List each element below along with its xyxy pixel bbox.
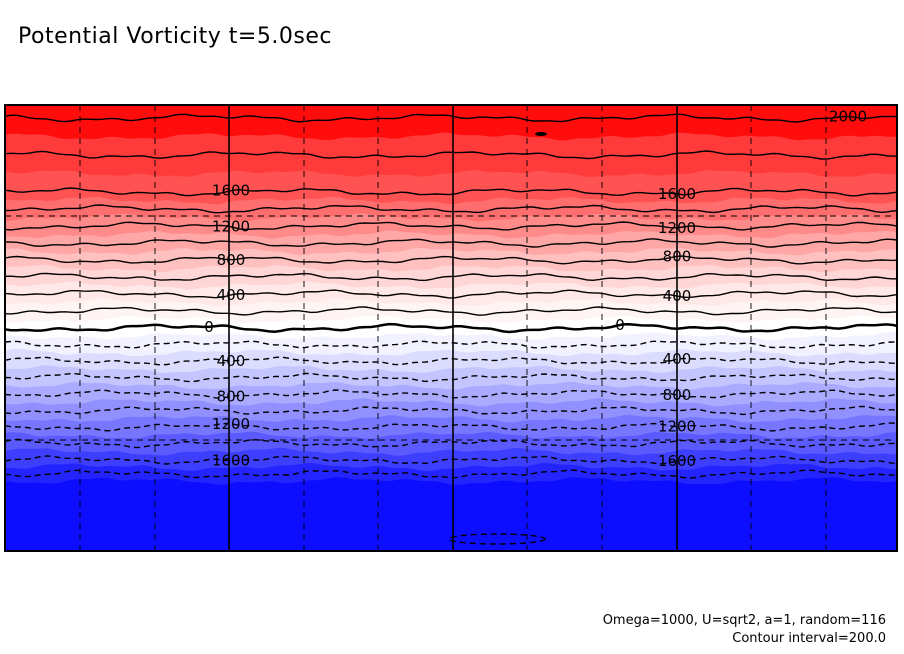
- contour-line--400: [4, 356, 898, 366]
- contour-line-1200: [4, 221, 898, 231]
- contour-line-400: [4, 289, 898, 299]
- contour-line-200: [4, 306, 898, 316]
- band--2000: [5, 477, 897, 551]
- footer-interval: Contour interval=200.0: [732, 631, 886, 646]
- contour-label: 800: [217, 387, 246, 405]
- contour-label: 400: [217, 286, 246, 304]
- contour-line--1400: [4, 438, 898, 449]
- chart-title: Potential Vorticity t=5.0sec: [18, 24, 332, 49]
- contour-line-1400: [4, 204, 898, 214]
- contour-label: 400: [217, 352, 246, 370]
- contour-line-600: [4, 272, 898, 282]
- contour-line-1800: [4, 150, 898, 160]
- color-bands: [5, 105, 897, 551]
- plot-frame: [4, 104, 898, 552]
- contour-label: 1600: [658, 185, 696, 203]
- contour-line--1000: [4, 405, 898, 416]
- contour-label: 1200: [212, 415, 250, 433]
- contour-label: 1200: [212, 218, 250, 236]
- contour-line-2000: [4, 113, 898, 123]
- contour-label: 1200: [658, 418, 696, 436]
- contour-line--1600: [4, 455, 898, 465]
- contour-label: 1600: [658, 452, 696, 470]
- contour-line--200: [4, 340, 898, 349]
- contour-label: 400: [663, 350, 692, 368]
- contour-lines: [4, 113, 898, 545]
- contour-label: 1600: [212, 182, 250, 200]
- contour-line-800: [4, 255, 898, 265]
- contour-label: 800: [663, 386, 692, 404]
- contour-label: 400: [663, 287, 692, 305]
- contour-line-1600: [4, 187, 898, 197]
- contour-line--1800: [4, 469, 898, 479]
- contour-label: 1600: [212, 452, 250, 470]
- contour-line--800: [4, 389, 898, 399]
- contour-line--600: [4, 372, 898, 383]
- contour-label: 800: [663, 247, 692, 265]
- contour-label: 0: [204, 318, 214, 336]
- contour-label: 0: [615, 316, 625, 334]
- grid-lines: [5, 105, 897, 551]
- contour-line--1200: [4, 422, 898, 432]
- contour-line-1000: [4, 238, 898, 248]
- contour-label: 2000: [829, 107, 867, 125]
- contour-label: 800: [217, 251, 246, 269]
- contour-closed-low: [448, 533, 546, 545]
- footer-params: Omega=1000, U=sqrt2, a=1, random=116: [602, 613, 886, 628]
- contour-closed-high: [535, 132, 547, 136]
- contour-label: 1200: [658, 219, 696, 237]
- contour-line-0: [4, 322, 898, 334]
